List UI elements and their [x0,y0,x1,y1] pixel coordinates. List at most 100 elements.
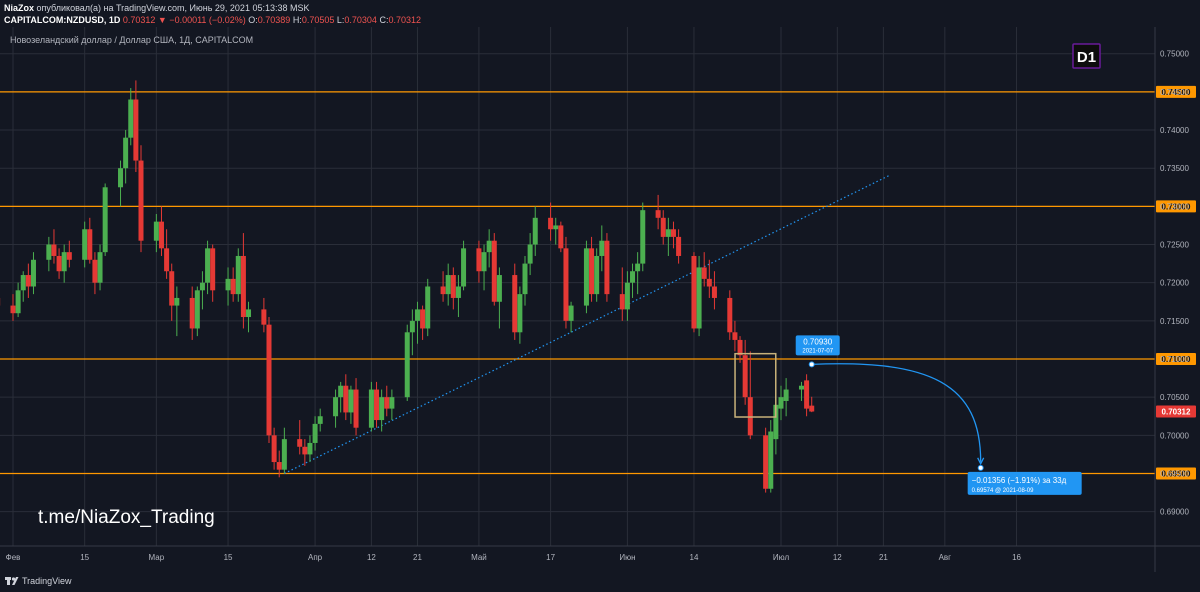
candle[interactable] [732,320,738,352]
candle[interactable] [246,301,252,333]
candle[interactable] [56,248,62,279]
candle[interactable] [169,263,175,321]
candle[interactable] [461,240,467,291]
candle[interactable] [25,263,31,298]
candle[interactable] [409,309,415,356]
candle[interactable] [522,255,528,306]
consolidation-box[interactable] [734,352,777,418]
candle[interactable] [276,450,282,478]
candle[interactable] [665,217,671,256]
candle[interactable] [481,244,487,291]
candle[interactable] [194,286,200,337]
candle[interactable] [338,381,344,413]
candle[interactable] [240,233,246,329]
candle[interactable] [594,248,600,302]
candle[interactable] [450,267,456,310]
candle[interactable] [747,351,753,440]
candle[interactable] [655,194,661,230]
candle[interactable] [558,221,564,253]
candle[interactable] [711,271,717,310]
candle[interactable] [476,240,482,283]
candle[interactable] [630,263,636,298]
candle[interactable] [102,183,108,256]
candle[interactable] [563,236,569,329]
candle[interactable] [97,244,103,291]
candle[interactable] [174,286,180,337]
candle[interactable] [123,130,129,184]
candle[interactable] [768,420,774,493]
candle[interactable] [517,286,523,344]
candle[interactable] [809,396,815,413]
symbol-label[interactable]: CAPITALCOM:NZDUSD, 1D [4,15,121,25]
author-name[interactable]: NiaZox [4,3,35,13]
candle[interactable] [624,271,630,321]
candle[interactable] [783,378,789,417]
candle[interactable] [635,252,641,295]
candle[interactable] [15,282,21,318]
candle[interactable] [512,263,518,340]
candle[interactable] [205,240,211,295]
candle[interactable] [343,374,349,421]
candle[interactable] [266,317,272,443]
candle[interactable] [599,225,605,272]
candle[interactable] [568,301,574,333]
candle[interactable] [138,145,144,253]
candle[interactable] [440,271,446,302]
candle[interactable] [199,271,205,310]
candle[interactable] [496,267,502,329]
candle[interactable] [548,202,554,241]
candle[interactable] [230,267,236,302]
candle[interactable] [302,439,308,466]
candle[interactable] [82,221,88,268]
candle[interactable] [404,324,410,401]
candle[interactable] [61,244,67,283]
candle[interactable] [670,221,676,249]
candle[interactable] [727,290,733,340]
candle[interactable] [46,236,52,272]
candle[interactable] [87,217,93,264]
candle[interactable] [619,267,625,321]
candle[interactable] [804,374,810,417]
candle[interactable] [604,233,610,302]
candle[interactable] [307,435,313,463]
candle[interactable] [379,389,385,432]
candle[interactable] [696,255,702,337]
candle[interactable] [420,305,426,340]
candle[interactable] [164,229,170,279]
candle[interactable] [128,88,134,146]
candle[interactable] [389,389,395,421]
candle[interactable] [491,233,497,306]
candle[interactable] [348,385,354,424]
candle[interactable] [51,229,57,264]
candle[interactable] [30,252,36,295]
candlestick-chart[interactable]: 0.74500 0.73000 0.71000 0.69500 0.70930 2021… [0,27,1200,572]
candle[interactable] [10,294,16,321]
candle[interactable] [798,381,804,401]
candle[interactable] [225,267,231,306]
candle[interactable] [189,286,195,340]
candle[interactable] [660,210,666,245]
candle[interactable] [701,252,707,287]
candle[interactable] [281,427,287,474]
candle[interactable] [20,271,26,302]
candle[interactable] [210,244,216,302]
candle[interactable] [261,297,267,333]
projection-end-dot[interactable] [977,464,984,471]
candle[interactable] [742,339,748,405]
candle[interactable] [691,252,697,333]
tradingview-logo[interactable]: TradingView [5,576,72,586]
candle[interactable] [527,233,533,276]
candle[interactable] [153,213,159,253]
projection-curve[interactable] [811,363,982,462]
candle[interactable] [374,381,380,428]
candle[interactable] [118,160,124,207]
candle[interactable] [271,427,277,470]
candle[interactable] [317,408,323,432]
dotted-trendline[interactable] [284,175,889,475]
candle[interactable] [368,381,374,432]
candle[interactable] [297,420,303,455]
candle[interactable] [763,427,769,493]
candle[interactable] [589,236,595,302]
candle[interactable] [532,206,538,256]
candle[interactable] [235,248,241,302]
